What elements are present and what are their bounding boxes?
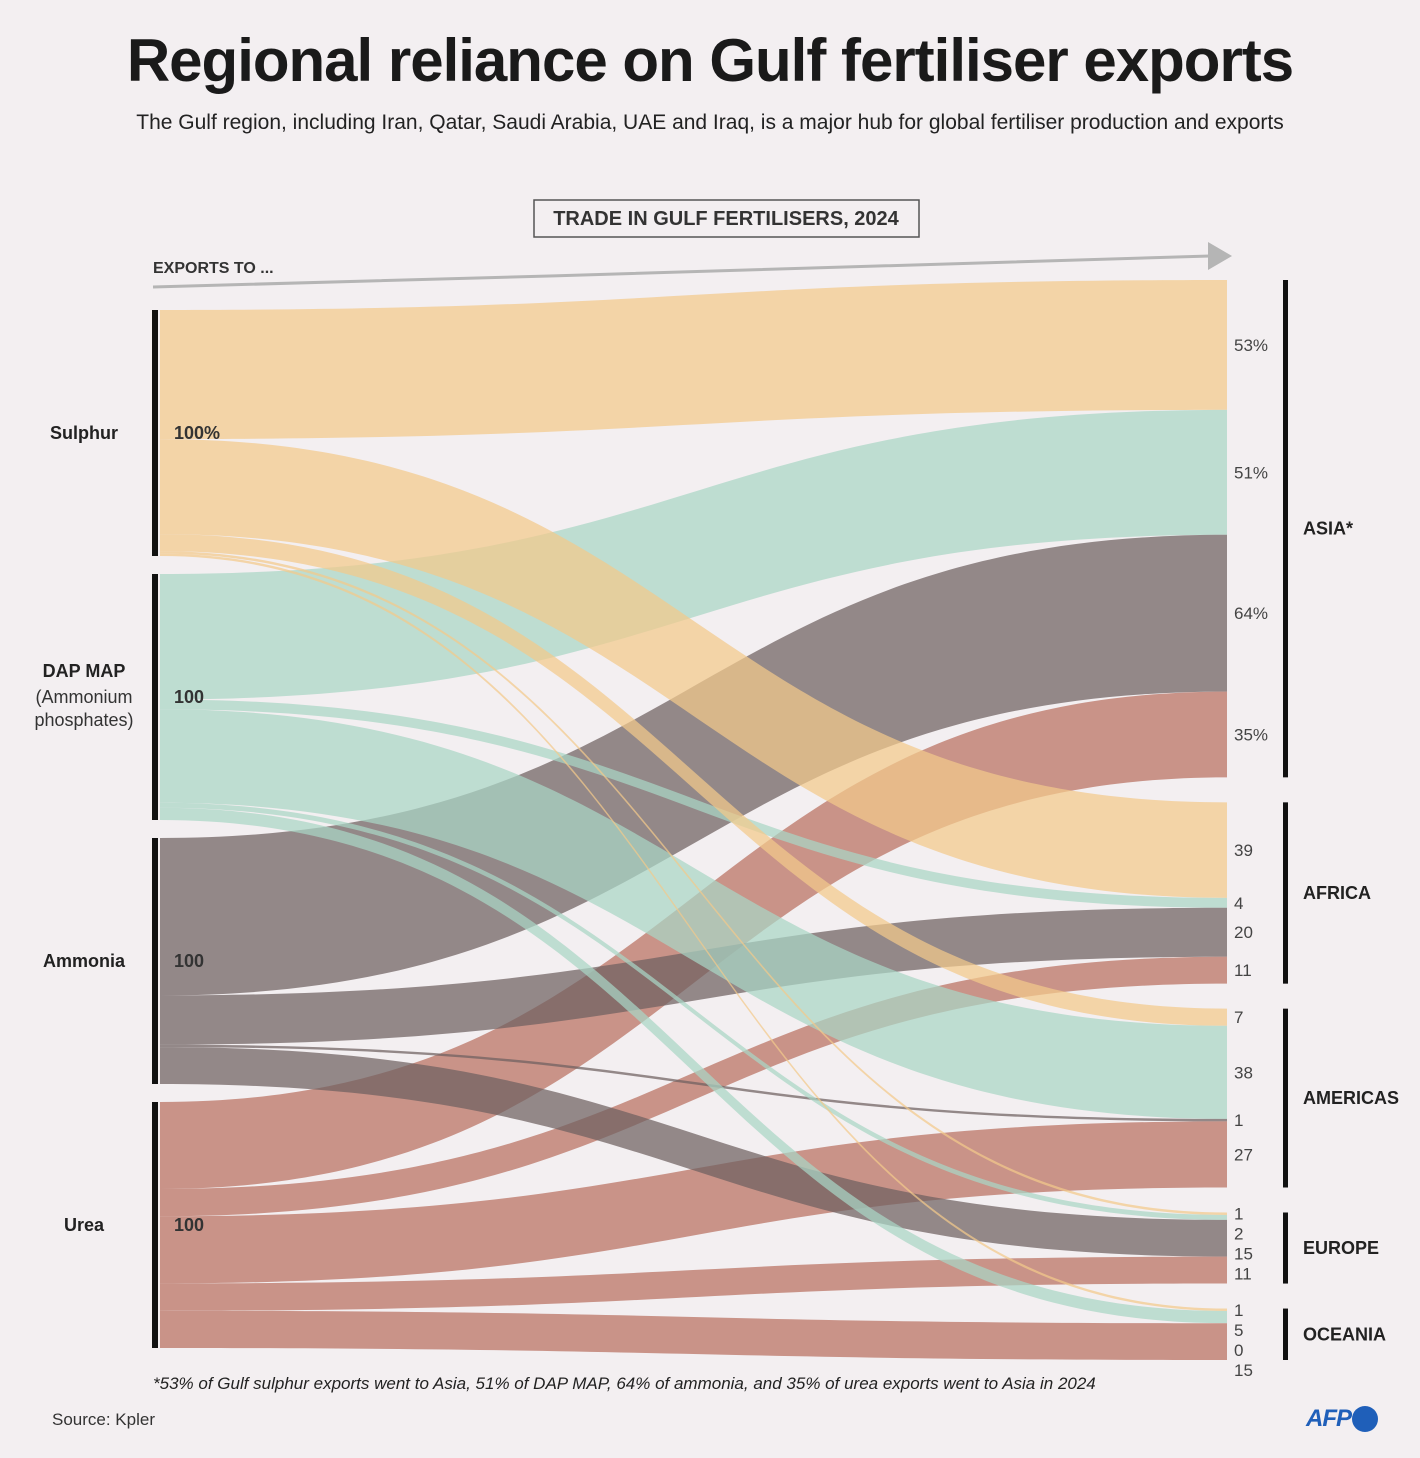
exports-arrow-line	[152, 254, 1211, 289]
value-label-urea-asia: 35%	[1234, 725, 1268, 744]
flow-urea-to-oceania	[160, 1310, 1227, 1360]
region-label-americas: AMERICAS	[1303, 1088, 1399, 1108]
region-bar-africa	[1283, 802, 1288, 984]
source-note: Source: Kpler	[52, 1410, 155, 1429]
flow-sulphur-to-africa	[160, 439, 1227, 898]
flow-dap_map-to-oceania	[160, 807, 1227, 1324]
source-total-dap_map: 100	[174, 687, 204, 707]
value-label-dap_map-oceania: 5	[1234, 1321, 1243, 1340]
value-label-ammonia-europe: 15	[1234, 1245, 1253, 1264]
exports-arrow-head	[1208, 242, 1232, 270]
source-total-ammonia: 100	[174, 951, 204, 971]
value-label-ammonia-asia: 64%	[1234, 604, 1268, 623]
region-bar-oceania	[1283, 1308, 1288, 1360]
value-label-dap_map-africa: 4	[1234, 894, 1243, 913]
node-bars	[152, 280, 1288, 1360]
source-label-sulphur: Sulphur	[50, 423, 118, 443]
panel-label: TRADE IN GULF FERTILISERS, 2024	[553, 208, 899, 230]
value-label-dap_map-americas: 38	[1234, 1063, 1253, 1082]
value-label-sulphur-oceania: 1	[1234, 1301, 1243, 1320]
afp-logo-dot-icon	[1352, 1406, 1378, 1432]
afp-logo-text: AFP	[1306, 1405, 1352, 1432]
flow-urea-to-europe	[160, 1256, 1227, 1311]
flows	[160, 280, 1227, 1360]
value-label-urea-europe: 11	[1234, 1265, 1252, 1284]
afp-logo: AFP	[1306, 1404, 1378, 1434]
flow-dap_map-to-americas	[160, 709, 1227, 1119]
region-bar-asia	[1283, 280, 1288, 778]
flow-sulphur-to-europe	[160, 551, 1227, 1215]
flow-urea-to-americas	[160, 1121, 1227, 1284]
region-label-europe: EUROPE	[1303, 1238, 1379, 1258]
footnote: *53% of Gulf sulphur exports went to Asi…	[153, 1374, 1096, 1393]
value-label-ammonia-americas: 1	[1234, 1111, 1243, 1130]
flow-ammonia-to-africa	[160, 907, 1227, 1045]
flow-dap_map-to-europe	[160, 802, 1227, 1220]
source-total-sulphur: 100%	[174, 423, 220, 443]
source-sublabel-dap_map: (Ammonium phosphates)	[34, 687, 133, 730]
source-label-urea: Urea	[64, 1215, 105, 1235]
region-label-asia: ASIA*	[1303, 519, 1353, 539]
source-label-dap_map: DAP MAP	[43, 661, 126, 681]
value-label-dap_map-europe: 2	[1234, 1225, 1243, 1244]
chart-title: Regional reliance on Gulf fertiliser exp…	[126, 27, 1294, 94]
flow-dap_map-to-asia	[160, 409, 1227, 700]
flow-sulphur-to-americas	[160, 534, 1227, 1026]
value-label-urea-oceania: 15	[1234, 1361, 1253, 1380]
region-bar-europe	[1283, 1212, 1288, 1284]
flow-ammonia-to-americas	[160, 1044, 1227, 1122]
flow-urea-to-africa	[160, 956, 1227, 1217]
flow-ammonia-to-asia	[160, 534, 1227, 996]
source-bar-ammonia	[152, 838, 158, 1084]
value-label-dap_map-asia: 51%	[1234, 463, 1268, 482]
source-bar-sulphur	[152, 310, 158, 556]
exports-to-label: EXPORTS TO ...	[153, 260, 274, 277]
labels: Sulphur 100%DAP MAP(Ammonium phosphates)10…	[34, 336, 1399, 1380]
flow-ammonia-to-europe	[160, 1047, 1227, 1257]
value-label-urea-americas: 27	[1234, 1145, 1253, 1164]
panel-label-box	[533, 199, 920, 238]
region-bar-americas	[1283, 1008, 1288, 1188]
value-label-sulphur-asia: 53%	[1234, 336, 1268, 355]
value-label-sulphur-europe: 1	[1234, 1205, 1243, 1224]
flow-sulphur-to-oceania	[160, 553, 1227, 1311]
flow-sulphur-to-asia	[160, 280, 1227, 440]
source-bar-urea	[152, 1102, 158, 1348]
value-label-ammonia-oceania: 0	[1234, 1341, 1243, 1360]
chart-subtitle: The Gulf region, including Iran, Qatar, …	[136, 111, 1284, 134]
region-label-africa: AFRICA	[1303, 883, 1371, 903]
source-total-urea: 100	[174, 1215, 204, 1235]
value-label-sulphur-africa: 39	[1234, 841, 1253, 860]
value-label-urea-africa: 11	[1234, 961, 1252, 980]
value-label-ammonia-africa: 20	[1234, 923, 1253, 942]
source-label-ammonia: Ammonia	[43, 951, 126, 971]
region-label-oceania: OCEANIA	[1303, 1324, 1386, 1344]
source-bar-dap_map	[152, 574, 158, 820]
flow-dap_map-to-africa	[160, 699, 1227, 908]
value-label-sulphur-americas: 7	[1234, 1008, 1243, 1027]
